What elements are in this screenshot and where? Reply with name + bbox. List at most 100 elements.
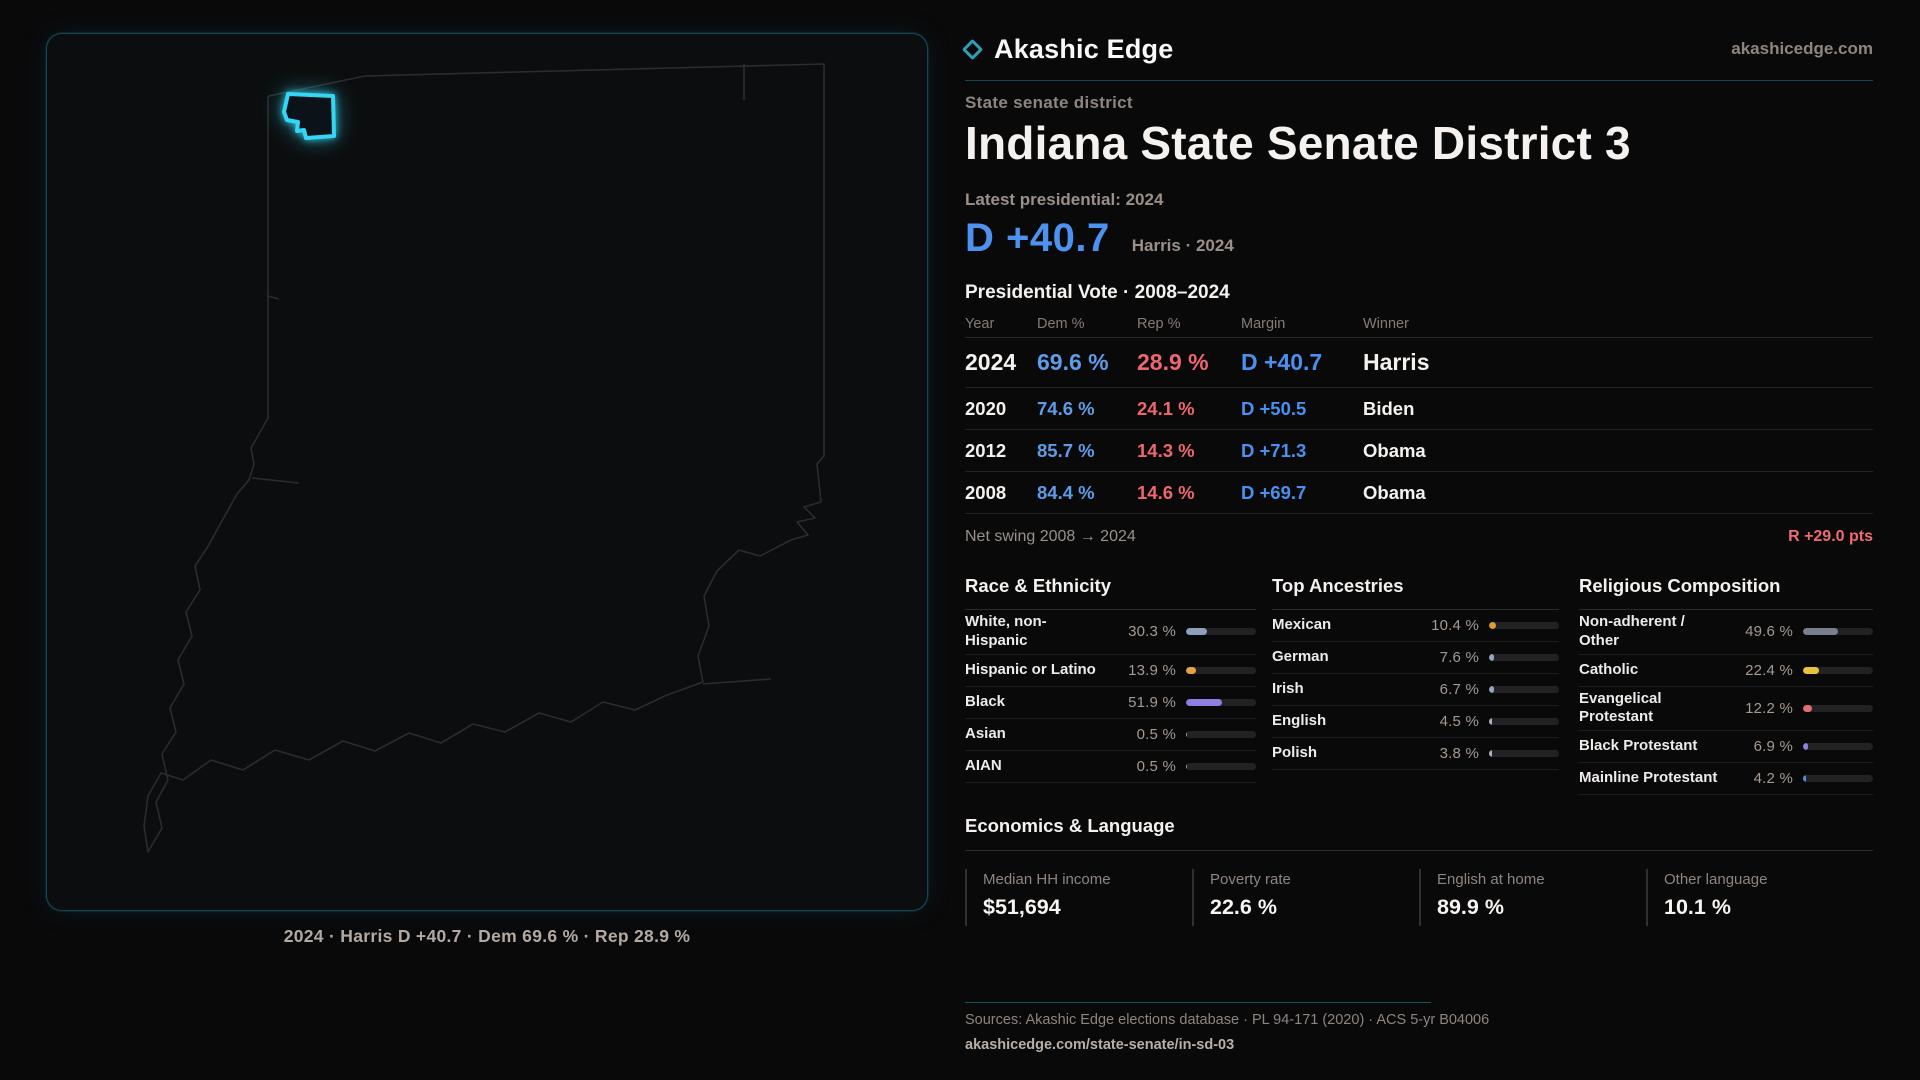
row-value: 4.5 % [1439,713,1479,730]
stat-label: Median HH income [983,871,1111,888]
cell-dem: 85.7 % [1037,439,1095,461]
brand-name: Akashic Edge [994,33,1174,64]
bar-track [1803,704,1873,712]
cell-margin: D +71.3 [1241,439,1307,461]
indiana-map [143,63,825,853]
table-row: 2008 84.4 % 14.6 % D +69.7 Obama [965,472,1873,514]
row-value: 22.4 % [1745,661,1793,679]
table-row: 2012 85.7 % 14.3 % D +71.3 Obama [965,430,1873,472]
bar-track [1803,743,1873,750]
cell-year: 2008 [965,481,1007,503]
row-value: 51.9 % [1128,693,1176,711]
cell-year: 2012 [965,439,1007,461]
row-value: 10.4 % [1431,617,1479,634]
row-label: Non-adherent / Other [1579,613,1685,649]
bar-track [1803,666,1873,674]
stat-value: $51,694 [983,895,1061,919]
row-label: Asian [965,724,1006,742]
bar-fill [1186,666,1196,674]
margin-hero: D +40.7 Harris · 2024 [965,216,1234,261]
row-value: 0.5 % [1136,757,1176,775]
cell-winner: Biden [1363,397,1415,419]
stat-value: 89.9 % [1437,895,1504,919]
bar-track [1186,730,1256,738]
cell-rep: 24.1 % [1137,397,1195,419]
stat-value: 10.1 % [1664,895,1731,919]
bar-fill [1803,704,1812,712]
table-row: 2024 69.6 % 28.9 % D +40.7 Harris [965,338,1873,388]
row-label: Hispanic or Latino [965,660,1096,678]
bar-fill [1803,666,1819,674]
row-label: Irish [1272,680,1304,698]
header-divider [965,80,1873,81]
cell-winner: Obama [1363,481,1426,503]
footer-divider [965,1002,1431,1003]
bar-fill [1489,622,1497,629]
bar-fill [1489,686,1494,693]
section-heading: Economics & Language [965,815,1873,851]
row-value: 49.6 % [1745,623,1793,641]
bar-track [1489,686,1559,693]
row-label: Mexican [1272,616,1332,634]
permalink[interactable]: akashicedge.com/state-senate/in-sd-03 [965,1037,1235,1053]
bar-track [1186,666,1256,674]
sources-text: Sources: Akashic Edge elections database… [965,1012,1490,1028]
row-label: Black Protestant [1579,737,1698,755]
bar-track [1803,775,1873,782]
bar-track [1489,622,1559,629]
cell-dem: 84.4 % [1037,481,1095,503]
row-value: 0.5 % [1136,725,1176,743]
cell-rep: 28.9 % [1137,349,1209,375]
row-label: White, non-Hispanic [965,613,1047,649]
row-label: AIAN [965,756,1002,774]
vote-table: Year Dem % Rep % Margin Winner 2024 69.6… [965,310,1873,546]
list-item: White, non-Hispanic 30.3 % [965,610,1256,655]
list-item: Catholic 22.4 % [1579,655,1873,687]
row-label: Polish [1272,744,1318,762]
margin-hero-context: Harris · 2024 [1131,236,1234,255]
brand-diamond-icon [961,38,984,60]
highlighted-district-shape [282,92,336,140]
bar-track [1489,718,1559,725]
row-value: 4.2 % [1753,770,1793,787]
net-swing-value: R +29.0 pts [1788,528,1873,545]
bar-track [1803,628,1873,636]
indiana-state-outline [143,63,825,853]
section-heading: Race & Ethnicity [965,575,1256,610]
bar-fill [1803,775,1806,782]
cell-dem: 69.6 % [1037,349,1109,375]
district-type-kicker: State senate district [965,93,1133,112]
cell-year: 2024 [965,349,1017,375]
list-item: Polish 3.8 % [1272,738,1559,770]
cell-margin: D +40.7 [1241,349,1323,375]
row-value: 12.2 % [1745,699,1793,717]
bar-fill [1489,718,1493,725]
col-dem: Dem % [1037,315,1085,332]
bar-fill [1803,743,1808,750]
bar-fill [1489,750,1492,757]
economics-section: Economics & Language Median HH income $5… [965,815,1873,926]
cell-margin: D +50.5 [1241,397,1307,419]
stat-label: Poverty rate [1210,871,1291,888]
cell-year: 2020 [965,397,1007,419]
detail-panel: Akashic Edge akashicedge.com State senat… [961,0,1873,1080]
bar-fill [1186,698,1223,706]
site-url[interactable]: akashicedge.com [1731,39,1873,58]
row-label: Evangelical Protestant [1579,689,1662,726]
header: Akashic Edge akashicedge.com [961,28,1873,70]
cell-margin: D +69.7 [1241,481,1307,503]
list-item: Black 51.9 % [965,687,1256,719]
col-year: Year [965,315,995,332]
row-label: English [1272,712,1327,730]
list-item: Non-adherent / Other 49.6 % [1579,610,1873,655]
col-rep: Rep % [1137,315,1181,332]
row-label: Mainline Protestant [1579,769,1718,787]
bar-track [1186,628,1256,636]
net-swing-row: Net swing 2008 → 2024 R +29.0 pts [965,514,1873,546]
list-item: Asian 0.5 % [965,719,1256,751]
margin-hero-value: D +40.7 [965,216,1110,260]
brand: Akashic Edge [961,33,1174,65]
list-item: Mainline Protestant 4.2 % [1579,763,1873,795]
cell-winner: Obama [1363,439,1426,461]
